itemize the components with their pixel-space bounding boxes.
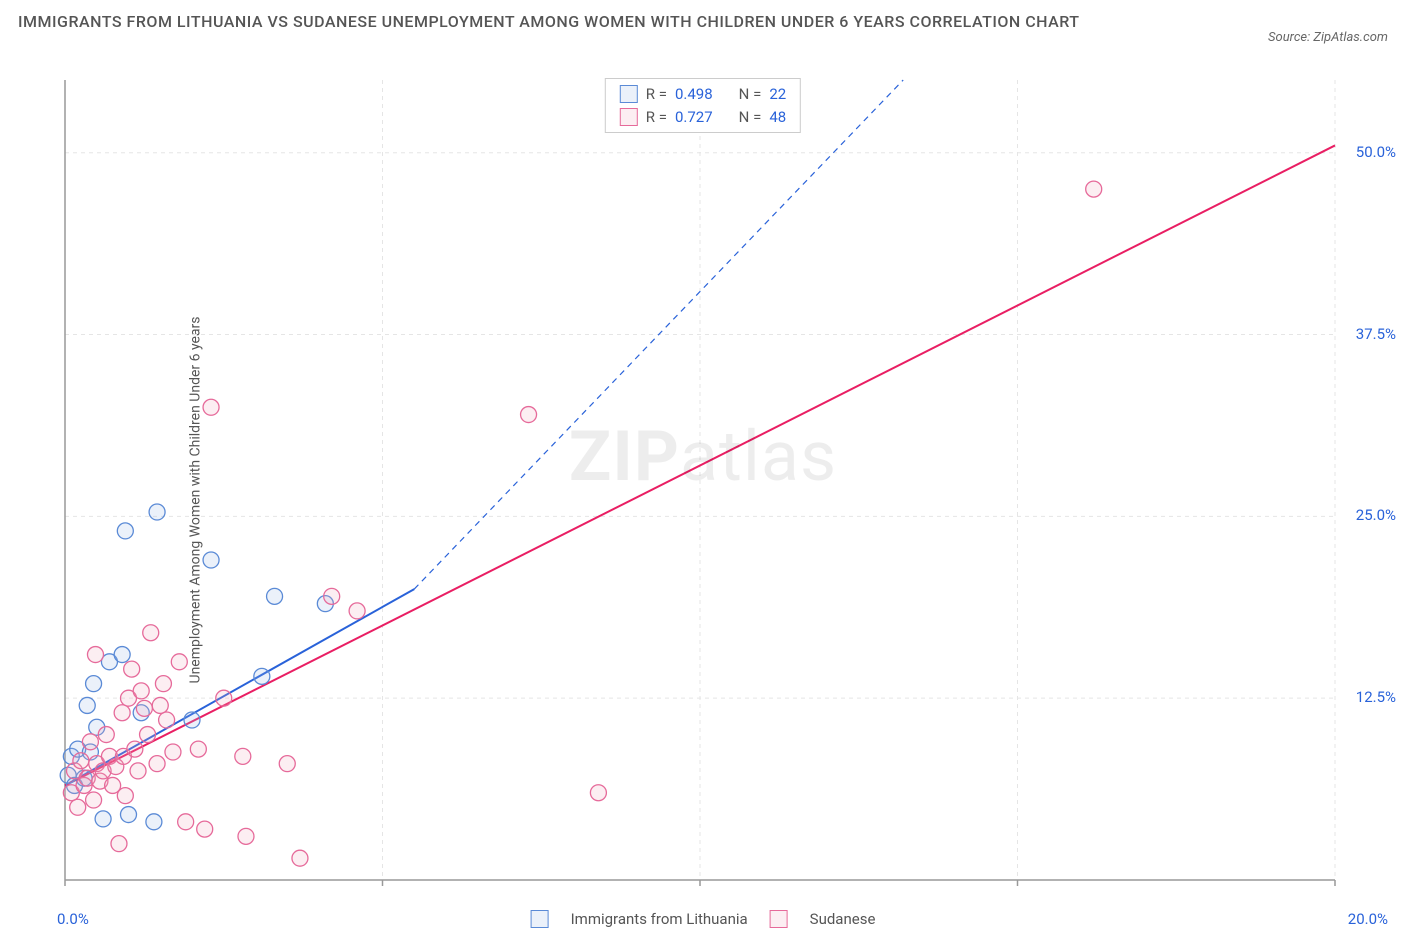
legend-swatch — [531, 910, 549, 928]
x-axis-legend: Immigrants from Lithuania Sudanese — [531, 910, 876, 928]
correlation-legend: R = 0.498 N = 22 R = 0.727 N = 48 — [605, 78, 801, 133]
legend-row: R = 0.727 N = 48 — [620, 106, 786, 129]
x-tick-min: 0.0% — [57, 910, 89, 928]
legend-r-value: 0.727 — [675, 106, 713, 129]
legend-n-value: 48 — [769, 106, 786, 129]
y-tick-label: 25.0% — [1356, 506, 1396, 524]
chart-area: Unemployment Among Women with Children U… — [0, 70, 1406, 930]
legend-r-value: 0.498 — [675, 83, 713, 106]
legend-row: R = 0.498 N = 22 — [620, 83, 786, 106]
series-name: Immigrants from Lithuania — [571, 910, 748, 928]
y-tick-label: 50.0% — [1356, 143, 1396, 161]
x-tick-max: 20.0% — [1348, 910, 1388, 928]
legend-r-prefix: R = — [646, 106, 667, 129]
title-bar: IMMIGRANTS FROM LITHUANIA VS SUDANESE UN… — [0, 0, 1406, 45]
legend-swatch — [770, 910, 788, 928]
y-tick-label: 37.5% — [1356, 325, 1396, 343]
chart-title: IMMIGRANTS FROM LITHUANIA VS SUDANESE UN… — [18, 10, 1080, 34]
legend-n-prefix: N = — [739, 83, 762, 106]
legend-n-value: 22 — [769, 83, 786, 106]
legend-r-prefix: R = — [646, 83, 667, 106]
source-label: Source: ZipAtlas.com — [1268, 30, 1388, 45]
legend-n-prefix: N = — [739, 106, 762, 129]
y-tick-label: 12.5% — [1356, 688, 1396, 706]
scatter-plot — [55, 70, 1395, 910]
legend-swatch — [620, 108, 638, 126]
legend-swatch — [620, 85, 638, 103]
series-name: Sudanese — [810, 910, 876, 928]
